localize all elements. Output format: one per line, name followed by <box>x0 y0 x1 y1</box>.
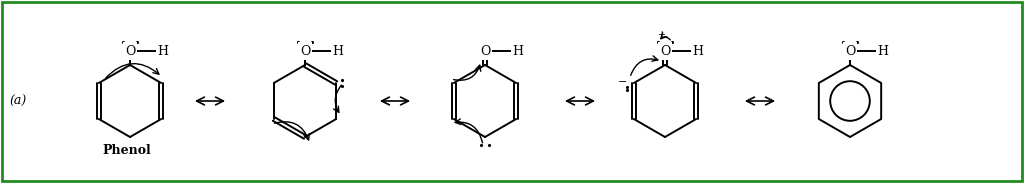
Text: +: + <box>657 30 667 39</box>
Text: O: O <box>845 44 855 57</box>
Text: O: O <box>300 44 310 57</box>
Text: O: O <box>659 44 670 57</box>
Text: H: H <box>512 44 523 57</box>
Text: H: H <box>692 44 703 57</box>
Text: −: − <box>618 77 628 87</box>
Text: H: H <box>332 44 343 57</box>
Text: Phenol: Phenol <box>102 145 152 158</box>
Text: (a): (a) <box>9 94 27 107</box>
Text: H: H <box>877 44 888 57</box>
Text: O: O <box>125 44 135 57</box>
Text: H: H <box>157 44 168 57</box>
Text: O: O <box>480 44 490 57</box>
